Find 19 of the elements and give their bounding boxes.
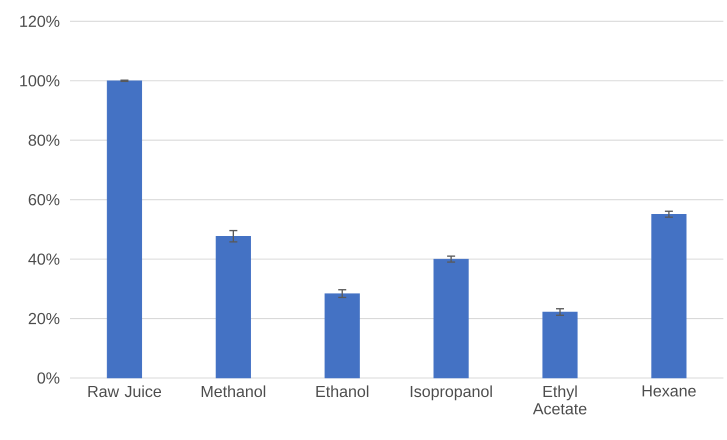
x-tick-label: Ethanol xyxy=(316,385,368,398)
y-tick-label: 20% xyxy=(28,312,60,324)
y-tick-label: 100% xyxy=(20,75,60,86)
x-tick-label: Raw Juice xyxy=(88,385,162,398)
y-tick-label: 40% xyxy=(28,253,60,265)
y-tick-label: 0% xyxy=(37,372,60,384)
bar xyxy=(216,236,251,378)
x-tick-label: Isopropanol xyxy=(410,385,492,400)
x-tick-label: Ethyl Acetate xyxy=(532,385,586,414)
bar xyxy=(324,293,360,378)
y-tick-label: 60% xyxy=(28,194,60,206)
y-tick-label: 80% xyxy=(28,134,60,146)
y-tick-label: 120% xyxy=(20,16,60,27)
x-tick-label: Hexane xyxy=(642,385,696,397)
x-tick-label: Methanol xyxy=(202,385,266,398)
bar xyxy=(542,312,578,378)
bar xyxy=(106,80,142,378)
bar xyxy=(434,258,469,378)
bar xyxy=(651,214,686,378)
